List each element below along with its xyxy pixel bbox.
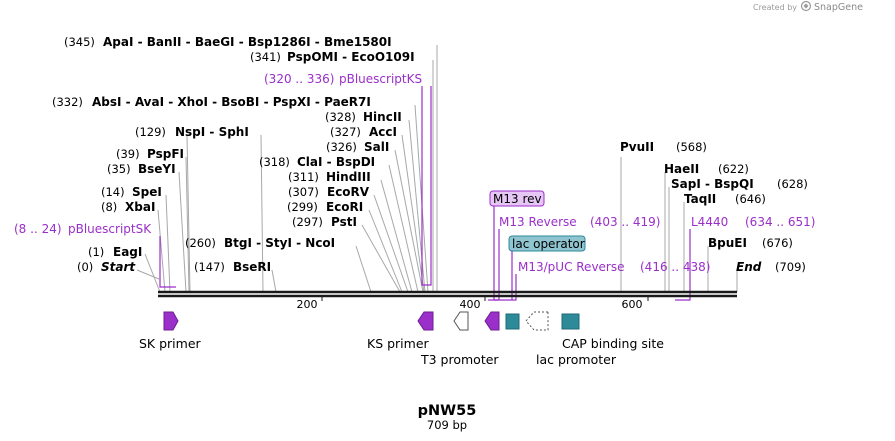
lac-operator-box-icon[interactable] <box>505 313 520 330</box>
primer-pbluescriptks: pBluescriptKS <box>339 72 422 86</box>
t3-promoter-label: T3 promoter <box>420 352 499 367</box>
enzyme-pos-628: (628) <box>777 177 808 191</box>
enzyme-ecorv: EcoRV <box>327 185 370 199</box>
created-by-text: Created by <box>753 3 797 12</box>
enzyme-ecori: EcoRI <box>326 200 363 214</box>
primer-range-pbluescriptsk: (8 .. 24) <box>14 222 62 236</box>
enzyme-apai-group: ApaI - BanII - BaeGI - Bsp1286I - Bme158… <box>103 35 392 49</box>
enzyme-sali: SalI <box>364 140 389 154</box>
tick-600: 600 <box>622 298 643 311</box>
enzyme-xbai: XbaI <box>125 200 155 214</box>
lac-operator-box <box>508 235 586 252</box>
enzyme-clai-group: ClaI - BspDI <box>297 155 375 169</box>
enzyme-pos-129: (129) <box>135 125 166 139</box>
enzyme-spei: SpeI <box>132 185 162 199</box>
enzyme-pos-35: (35) <box>107 162 131 176</box>
plasmid-name: pNW55 <box>418 403 477 419</box>
enzyme-bseri: BseRI <box>233 260 271 274</box>
enzyme-pos-14: (14) <box>101 185 125 199</box>
m13-rev-box <box>489 190 545 207</box>
primer-site-lines <box>159 86 691 301</box>
enzyme-hindiii: HindIII <box>326 170 371 184</box>
tick-200: 200 <box>297 298 318 311</box>
enzyme-psti: PstI <box>331 215 357 229</box>
cap-binding-site-label: CAP binding site <box>562 336 664 351</box>
enzyme-pos-299: (299) <box>287 200 318 214</box>
m13-rev-label: M13 rev <box>493 192 542 206</box>
enzyme-pos-341: (341) <box>250 50 281 64</box>
enzyme-pos-0: (0) <box>77 260 93 274</box>
primer-range-m13-puc-reverse: (416 .. 438) <box>640 260 710 274</box>
sk-primer-label: SK primer <box>139 336 202 351</box>
enzyme-btgi-group: BtgI - StyI - NcoI <box>224 236 335 250</box>
enzyme-pos-568: (568) <box>676 140 707 154</box>
enzyme-bseyi: BseYI <box>138 162 176 176</box>
enzyme-nspi-group: NspI - SphI <box>175 125 249 139</box>
snapgene-logo-icon <box>800 0 812 12</box>
enzyme-pos-8: (8) <box>101 200 117 214</box>
primer-l4440: L4440 <box>691 215 728 229</box>
enzyme-hincii: HincII <box>363 110 402 124</box>
t3-promoter-arrow-icon[interactable] <box>453 311 469 331</box>
primer-range-l4440: (634 .. 651) <box>745 215 815 229</box>
enzyme-bpuei: BpuEI <box>708 236 747 250</box>
enzyme-pvuii: PvuII <box>620 140 654 154</box>
end-label: End <box>736 260 762 274</box>
enzyme-acci: AccI <box>369 125 397 139</box>
enzyme-sapi-group: SapI - BspQI <box>671 177 754 191</box>
primer-m13-reverse: M13 Reverse <box>499 215 577 229</box>
cap-binding-site-icon[interactable] <box>561 313 580 330</box>
enzyme-absi-group: AbsI - AvaI - XhoI - BsoBI - PspXI - Pae… <box>92 95 371 109</box>
enzyme-pos-260: (260) <box>185 236 216 250</box>
lac-promoter-arrow-icon[interactable] <box>525 311 549 331</box>
enzyme-pos-1: (1) <box>88 245 104 259</box>
enzyme-pspomi-group: PspOMI - EcoO109I <box>287 50 415 64</box>
enzyme-pos-709: (709) <box>775 260 806 274</box>
primer-m13-puc-reverse: M13/pUC Reverse <box>518 260 625 274</box>
enzyme-pos-39: (39) <box>116 147 140 161</box>
enzyme-pos-147: (147) <box>194 260 225 274</box>
enzyme-taqii: TaqII <box>684 192 716 206</box>
start-label: Start <box>101 260 136 274</box>
enzyme-pos-307: (307) <box>288 185 319 199</box>
enzyme-pos-328: (328) <box>325 110 356 124</box>
enzyme-pspfi: PspFI <box>147 147 184 161</box>
primer-range-pbluescriptks: (320 .. 336) <box>264 72 334 86</box>
enzyme-pos-676: (676) <box>762 236 793 250</box>
m13-reverse-arrow-icon[interactable] <box>484 311 500 331</box>
lac-promoter-label: lac promoter <box>536 352 617 367</box>
enzyme-pos-311: (311) <box>288 170 319 184</box>
lac-operator-label: lac operator <box>512 237 585 251</box>
dna-backbone <box>158 290 737 298</box>
enzyme-eagi: EagI <box>113 245 142 259</box>
enzyme-pos-646: (646) <box>735 192 766 206</box>
enzyme-pos-332: (332) <box>52 95 83 109</box>
tick-400: 400 <box>460 298 481 311</box>
sk-primer-arrow-icon[interactable] <box>163 311 179 331</box>
enzyme-pos-327: (327) <box>330 125 361 139</box>
enzyme-pos-326: (326) <box>326 140 357 154</box>
primer-pbluescriptsk: pBluescriptSK <box>68 222 152 236</box>
plasmid-size: 709 bp <box>427 418 467 432</box>
enzyme-pos-622: (622) <box>718 162 749 176</box>
enzyme-pos-297: (297) <box>292 215 323 229</box>
snapgene-brand: SnapGene <box>814 2 863 13</box>
enzyme-pos-345: (345) <box>64 35 95 49</box>
enzyme-pos-318: (318) <box>259 155 290 169</box>
enzyme-haeii: HaeII <box>664 162 699 176</box>
ks-primer-label: KS primer <box>367 336 430 351</box>
ks-primer-arrow-icon[interactable] <box>417 311 434 331</box>
primer-range-m13-reverse: (403 .. 419) <box>590 215 660 229</box>
enzyme-leader-lines <box>136 45 738 293</box>
